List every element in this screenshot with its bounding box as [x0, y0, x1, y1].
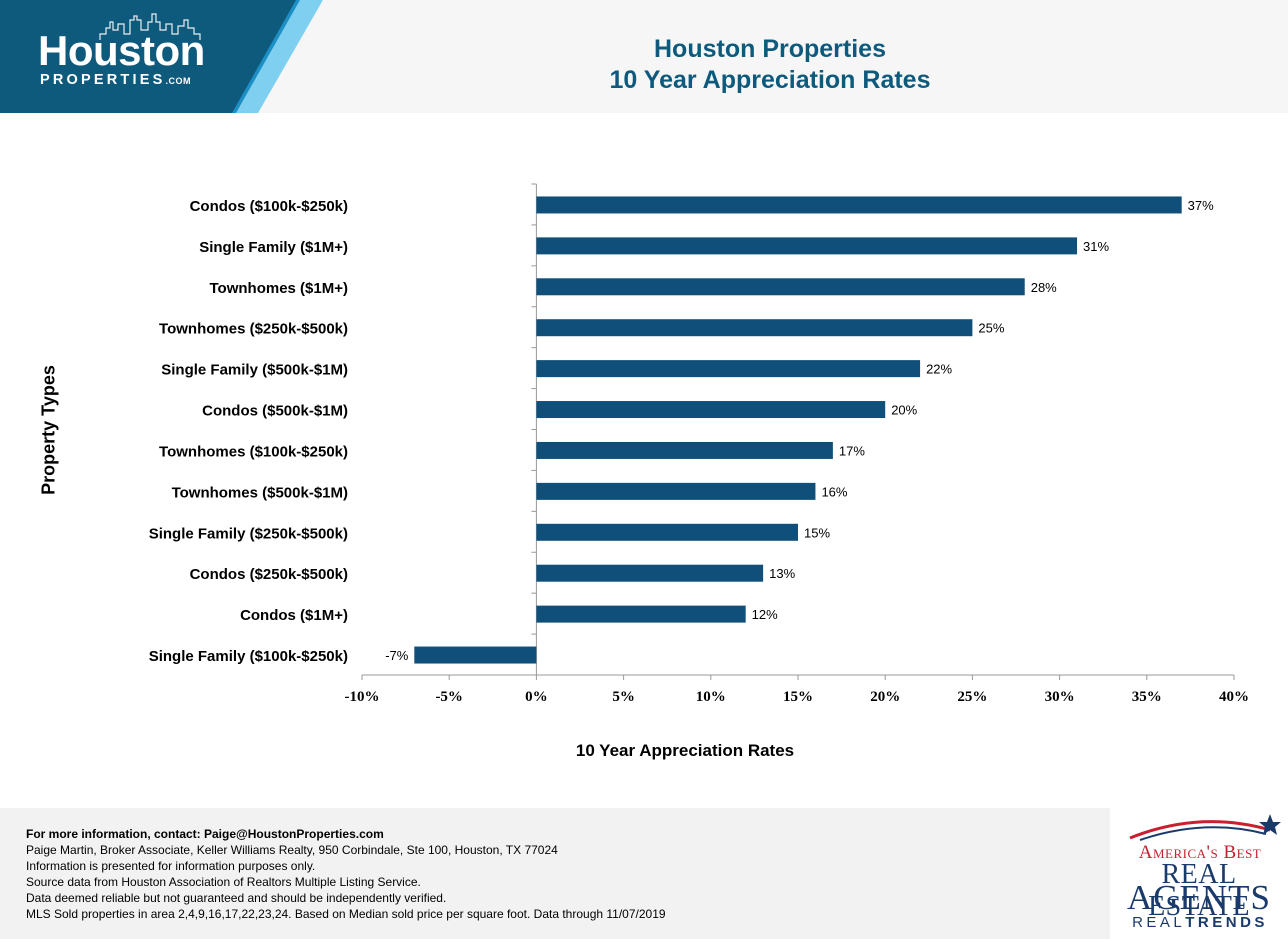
- data-label: 20%: [891, 403, 917, 418]
- bar: [536, 482, 816, 500]
- logo-com: .COM: [165, 76, 191, 86]
- category-label: Condos ($500k-$1M): [202, 403, 348, 420]
- bar: [536, 523, 798, 541]
- x-tick-label: 30%: [1045, 689, 1075, 705]
- category-label: Townhomes ($100k-$250k): [159, 443, 348, 460]
- bar: [414, 646, 537, 664]
- bar: [536, 401, 886, 419]
- logo-background: [0, 0, 323, 113]
- category-label: Townhomes ($500k-$1M): [172, 484, 348, 501]
- x-tick-label: 20%: [870, 689, 900, 705]
- footer-line-2: Information is presented for information…: [26, 859, 316, 873]
- category-label: Townhomes ($1M+): [210, 280, 349, 297]
- data-label: 12%: [752, 607, 778, 622]
- logo-subtitle: PROPERTIES.COM: [40, 73, 191, 88]
- x-tick-label: 25%: [957, 689, 987, 705]
- category-label: Condos ($100k-$250k): [190, 198, 348, 215]
- footer-line-4: Data deemed reliable but not guaranteed …: [26, 891, 447, 905]
- skyline-icon: [99, 13, 201, 40]
- x-tick-label: 0%: [525, 689, 548, 705]
- bar: [536, 441, 833, 459]
- footer-contact: For more information, contact: Paige@Hou…: [26, 827, 384, 841]
- badge-line-4: REALTRENDS: [1114, 914, 1286, 931]
- data-label: 15%: [804, 525, 830, 540]
- award-badge: America's Best REAL ESTATE AGENTS REALTR…: [1110, 808, 1288, 939]
- header-bar: Houston PROPERTIES.COM Houston Propertie…: [0, 0, 1288, 113]
- data-label: 16%: [821, 484, 847, 499]
- logo-wordmark: Houston: [38, 27, 205, 74]
- data-label: 31%: [1083, 239, 1109, 254]
- category-label: Townhomes ($250k-$500k): [159, 321, 348, 338]
- footer-line-3: Source data from Houston Association of …: [26, 875, 421, 889]
- title-line-2: 10 Year Appreciation Rates: [609, 66, 931, 94]
- category-label: Single Family ($1M+): [199, 239, 348, 256]
- footer-text: For more information, contact: Paige@Hou…: [26, 826, 666, 922]
- bar: [536, 278, 1025, 296]
- title-line-1: Houston Properties: [654, 35, 886, 63]
- badge-real: REAL: [1132, 914, 1186, 931]
- category-label: Condos ($1M+): [240, 607, 348, 624]
- category-label: Condos ($250k-$500k): [190, 566, 348, 583]
- bar: [536, 605, 746, 623]
- page-title: Houston Properties 10 Year Appreciation …: [420, 34, 1120, 96]
- logo-properties: PROPERTIES: [40, 72, 166, 88]
- x-tick-label: -10%: [345, 689, 380, 705]
- x-tick-label: 5%: [612, 689, 635, 705]
- footer-line-5: MLS Sold properties in area 2,4,9,16,17,…: [26, 907, 666, 921]
- badge-line-2: REAL ESTATE: [1148, 859, 1250, 922]
- badge-line-1: America's Best: [1138, 842, 1262, 863]
- badge-line-3: AGENTS: [1126, 878, 1272, 917]
- x-tick-label: 10%: [696, 689, 726, 705]
- bar: [536, 360, 921, 378]
- bar: [536, 196, 1182, 214]
- bar: [536, 237, 1078, 255]
- data-label: 25%: [978, 321, 1004, 336]
- star-swoosh-icon: [1129, 814, 1281, 841]
- bar: [536, 319, 973, 337]
- x-tick-label: 40%: [1219, 689, 1249, 705]
- footer-line-1: Paige Martin, Broker Associate, Keller W…: [26, 843, 558, 857]
- x-tick-label: 35%: [1132, 689, 1162, 705]
- data-label: 17%: [839, 443, 865, 458]
- x-axis-label: 10 Year Appreciation Rates: [575, 741, 795, 760]
- data-label: 37%: [1188, 198, 1214, 213]
- x-tick-label: -5%: [435, 689, 463, 705]
- data-label: 13%: [769, 566, 795, 581]
- x-tick-label: 15%: [783, 689, 813, 705]
- bar: [536, 564, 764, 582]
- data-label: -7%: [385, 648, 409, 663]
- category-label: Single Family ($500k-$1M): [161, 362, 348, 379]
- category-label: Single Family ($100k-$250k): [149, 648, 348, 665]
- badge-trends: TRENDS: [1185, 914, 1268, 931]
- category-label: Single Family ($250k-$500k): [149, 525, 348, 542]
- data-label: 28%: [1031, 280, 1057, 295]
- data-label: 22%: [926, 362, 952, 377]
- footer-panel: [0, 808, 1110, 939]
